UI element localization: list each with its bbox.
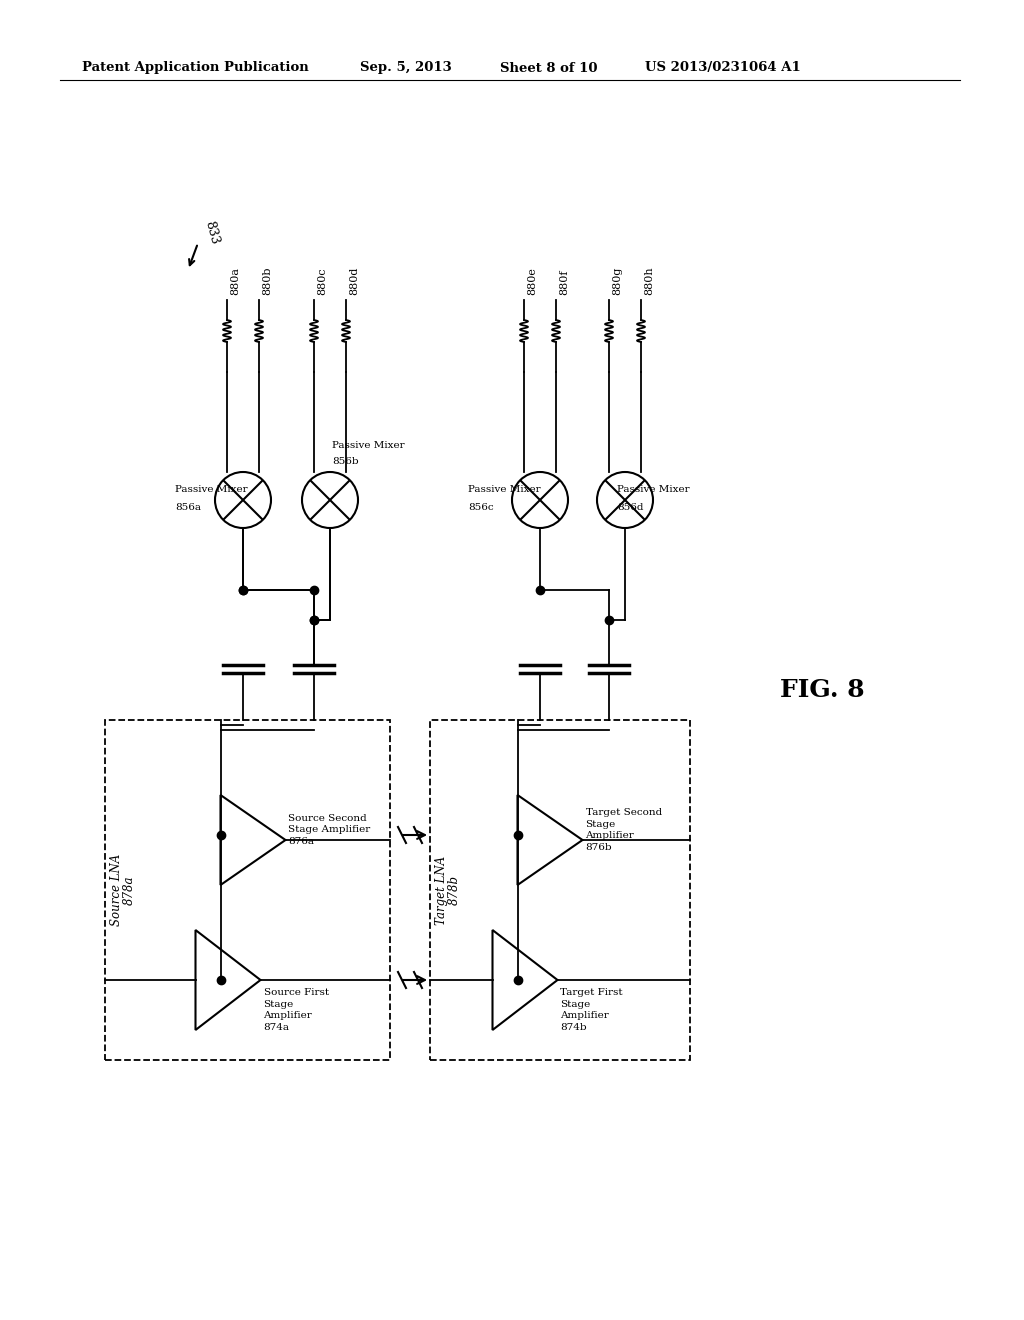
Text: 856b: 856b [332,458,358,466]
Text: Target Second
Stage
Amplifier
876b: Target Second Stage Amplifier 876b [586,808,662,853]
Text: 878b: 878b [449,875,461,906]
Text: 880g: 880g [612,267,622,294]
Text: 878a: 878a [123,875,136,904]
Text: FIG. 8: FIG. 8 [780,678,864,702]
Text: 880h: 880h [644,267,654,294]
Text: Target LNA: Target LNA [435,855,449,924]
Text: 880e: 880e [527,267,537,294]
Text: 880d: 880d [349,267,359,294]
Text: 856d: 856d [617,503,643,512]
Text: Sheet 8 of 10: Sheet 8 of 10 [500,62,597,74]
Text: Passive Mixer: Passive Mixer [468,486,541,495]
Text: 880a: 880a [230,267,240,294]
Text: Target First
Stage
Amplifier
874b: Target First Stage Amplifier 874b [560,987,624,1032]
Text: 856a: 856a [175,503,201,512]
Text: 833: 833 [202,219,221,247]
Text: Passive Mixer: Passive Mixer [617,486,689,495]
Text: 880f: 880f [559,269,569,294]
Text: 880b: 880b [262,267,272,294]
Text: Source First
Stage
Amplifier
874a: Source First Stage Amplifier 874a [263,987,329,1032]
Text: Passive Mixer: Passive Mixer [175,486,248,495]
Text: 880c: 880c [317,268,327,294]
Text: Passive Mixer: Passive Mixer [332,441,404,450]
Text: Sep. 5, 2013: Sep. 5, 2013 [360,62,452,74]
Text: Patent Application Publication: Patent Application Publication [82,62,309,74]
Text: Source LNA: Source LNA [110,854,123,927]
Text: Source Second
Stage Amplifier
876a: Source Second Stage Amplifier 876a [289,813,371,846]
Text: 856c: 856c [468,503,494,512]
Text: US 2013/0231064 A1: US 2013/0231064 A1 [645,62,801,74]
